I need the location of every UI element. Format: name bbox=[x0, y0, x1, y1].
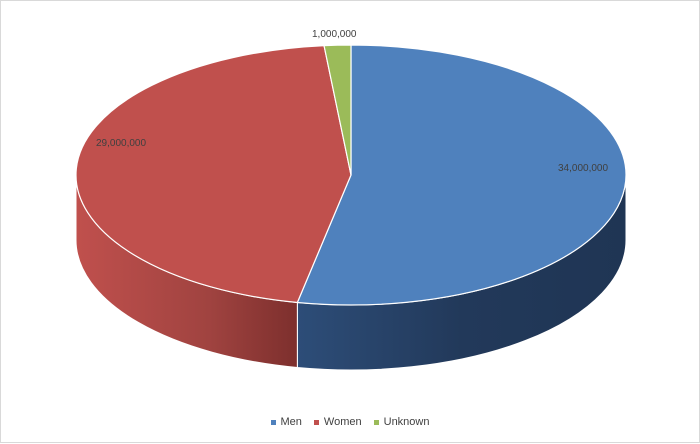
pie-slice-unknown bbox=[323, 44, 352, 176]
legend-item-unknown: Unknown bbox=[373, 416, 430, 428]
legend-swatch-unknown bbox=[373, 419, 379, 425]
legend-swatch-men bbox=[270, 419, 276, 425]
legend-item-women: Women bbox=[313, 416, 362, 428]
data-label-women: 29,000,000 bbox=[96, 138, 146, 149]
legend: Men Women Unknown bbox=[0, 416, 700, 428]
legend-label-women: Women bbox=[323, 416, 362, 428]
pie-slice-women bbox=[75, 45, 352, 304]
data-label-men: 34,000,000 bbox=[558, 163, 608, 174]
pie-data-labels: 34,000,000 29,000,000 1,000,000 bbox=[96, 29, 608, 174]
pie-slice-men bbox=[296, 44, 627, 306]
pie-top bbox=[75, 44, 627, 306]
data-label-unknown: 1,000,000 bbox=[312, 29, 357, 40]
legend-item-men: Men bbox=[270, 416, 302, 428]
legend-swatch-women bbox=[313, 419, 319, 425]
legend-label-unknown: Unknown bbox=[383, 416, 430, 428]
legend-label-men: Men bbox=[280, 416, 302, 428]
